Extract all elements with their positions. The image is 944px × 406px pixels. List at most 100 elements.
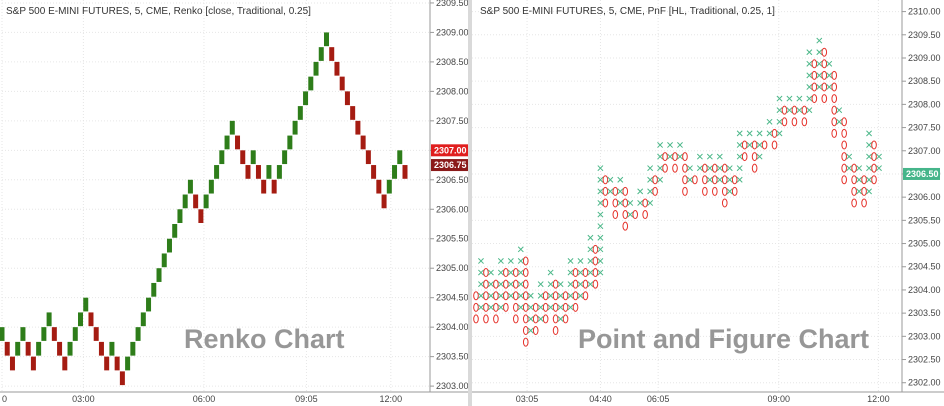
renko-brick bbox=[9, 356, 15, 371]
pnf-x-mark bbox=[537, 292, 544, 299]
pnf-x-mark bbox=[806, 107, 813, 114]
renko-x-tick-label: 09:05 bbox=[295, 394, 318, 404]
pnf-watermark: Point and Figure Chart bbox=[578, 324, 869, 354]
renko-brick bbox=[371, 165, 377, 179]
pnf-x-mark bbox=[597, 257, 604, 264]
pnf-x-mark bbox=[617, 200, 624, 206]
renko-y-tick-label: 2305.50 bbox=[436, 234, 468, 244]
pnf-x-mark bbox=[637, 200, 644, 206]
pnf-x-mark bbox=[746, 130, 753, 137]
pnf-x-mark bbox=[537, 315, 544, 322]
pnf-x-mark bbox=[547, 292, 554, 299]
pnf-x-mark bbox=[607, 188, 614, 195]
panel-divider bbox=[468, 0, 472, 406]
pnf-o-mark bbox=[811, 94, 818, 104]
pnf-x-mark bbox=[607, 176, 614, 183]
pnf-x-mark bbox=[647, 188, 654, 195]
renko-brick bbox=[57, 341, 63, 356]
pnf-o-mark bbox=[513, 302, 519, 312]
pnf-o-mark bbox=[731, 186, 738, 196]
pnf-x-mark bbox=[756, 142, 763, 148]
pnf-o-mark bbox=[513, 279, 519, 289]
pnf-o-mark bbox=[622, 221, 629, 231]
pnf-o-mark bbox=[831, 70, 838, 80]
pnf-o-mark bbox=[811, 59, 818, 69]
pnf-x-mark bbox=[527, 315, 534, 322]
renko-brick bbox=[25, 341, 31, 356]
renko-y-tick-label: 2308.00 bbox=[436, 86, 468, 96]
pnf-x-mark bbox=[487, 304, 494, 311]
pnf-x-mark bbox=[517, 304, 524, 311]
renko-brick bbox=[392, 165, 398, 179]
pnf-o-mark bbox=[612, 198, 619, 208]
pnf-x-mark bbox=[587, 234, 594, 241]
pnf-x-mark bbox=[696, 165, 703, 172]
pnf-o-mark bbox=[552, 279, 559, 289]
pnf-o-mark bbox=[702, 186, 708, 196]
pnf-o-mark bbox=[871, 140, 877, 150]
pnf-o-mark bbox=[582, 279, 589, 289]
renko-price-tag-label: 2306.75 bbox=[434, 160, 467, 170]
pnf-o-mark bbox=[861, 198, 867, 208]
pnf-o-mark bbox=[532, 302, 539, 312]
pnf-o-mark bbox=[602, 175, 609, 185]
pnf-x-mark bbox=[726, 165, 733, 172]
pnf-o-mark bbox=[821, 82, 828, 92]
pnf-o-mark bbox=[702, 175, 708, 185]
pnf-x-mark bbox=[478, 281, 484, 288]
pnf-o-mark bbox=[682, 152, 688, 162]
pnf-price-tag-bg bbox=[903, 167, 940, 180]
pnf-price-tags: 2306.50 bbox=[903, 167, 940, 180]
renko-x-ticks: 0 03:00 06:00 09:05 12:00 bbox=[2, 394, 402, 404]
pnf-x-mark bbox=[478, 257, 484, 264]
renko-brick bbox=[15, 341, 21, 356]
pnf-x-mark bbox=[478, 304, 484, 311]
pnf-o-mark bbox=[522, 326, 529, 336]
pnf-x-mark bbox=[826, 60, 833, 67]
renko-brick bbox=[229, 120, 235, 135]
pnf-x-mark bbox=[597, 200, 604, 206]
pnf-o-mark bbox=[831, 117, 838, 127]
pnf-price-axis bbox=[472, 0, 944, 393]
pnf-chart-title: S&P 500 E-MINI FUTURES, 5, CME, PnF [HL,… bbox=[480, 6, 775, 17]
pnf-x-mark bbox=[657, 165, 664, 172]
pnf-o-mark bbox=[682, 163, 688, 173]
pnf-x-mark bbox=[726, 176, 733, 183]
pnf-x-mark bbox=[706, 176, 713, 183]
pnf-o-mark bbox=[522, 256, 529, 266]
pnf-o-mark bbox=[612, 210, 619, 220]
pnf-o-mark bbox=[851, 175, 857, 185]
pnf-x-mark bbox=[806, 95, 813, 102]
renko-brick bbox=[339, 76, 345, 91]
pnf-o-mark bbox=[503, 302, 509, 312]
pnf-o-mark bbox=[473, 302, 479, 312]
renko-y-tick-label: 2307.50 bbox=[436, 116, 468, 126]
pnf-x-mark bbox=[597, 165, 604, 172]
pnf-x-mark bbox=[696, 153, 703, 160]
renko-brick bbox=[360, 135, 366, 150]
pnf-o-mark bbox=[831, 128, 838, 138]
pnf-o-mark bbox=[682, 175, 688, 185]
pnf-x-mark bbox=[736, 153, 743, 160]
pnf-x-mark bbox=[517, 257, 524, 264]
renko-brick bbox=[381, 194, 387, 209]
pnf-o-mark bbox=[522, 314, 529, 324]
pnf-x-mark bbox=[716, 165, 723, 172]
pnf-x-mark bbox=[736, 176, 743, 183]
pnf-x-mark bbox=[567, 281, 574, 288]
pnf-o-mark bbox=[811, 70, 818, 80]
pnf-x-mark bbox=[557, 281, 564, 288]
pnf-y-tick-label: 2305.00 bbox=[908, 239, 941, 249]
renko-brick bbox=[98, 341, 104, 356]
pnf-o-mark bbox=[751, 163, 758, 173]
pnf-x-mark bbox=[746, 142, 753, 148]
pnf-o-mark bbox=[483, 314, 489, 324]
renko-price-tag-label: 2307.00 bbox=[434, 145, 467, 155]
pnf-x-mark bbox=[567, 257, 574, 264]
pnf-x-mark bbox=[736, 130, 743, 137]
pnf-x-mark bbox=[706, 165, 713, 172]
pnf-x-mark bbox=[776, 130, 783, 137]
renko-x-tick-label: 12:00 bbox=[380, 394, 403, 404]
pnf-o-mark bbox=[821, 94, 828, 104]
renko-brick bbox=[125, 356, 131, 371]
